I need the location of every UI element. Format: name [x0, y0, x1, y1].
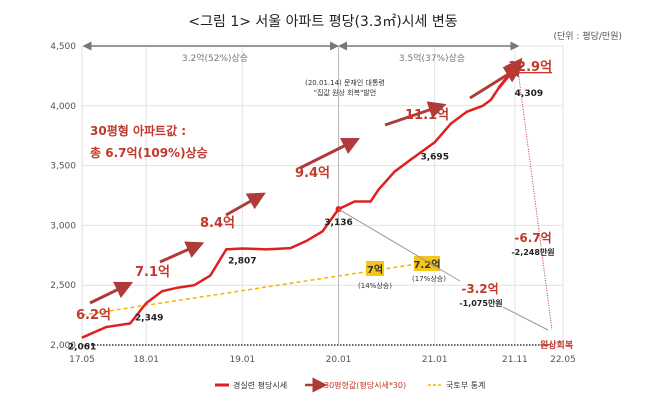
- series-line-price: [81, 68, 516, 339]
- apt-value-label: 7.1억: [135, 265, 170, 280]
- x-tick-label: 21.11: [502, 355, 528, 365]
- gov-label-box: [366, 261, 384, 276]
- y-tick-label: 4,000: [50, 102, 76, 112]
- legend-label: 30평형값(평당시세*30): [324, 380, 406, 390]
- y-tick-label: 3,500: [50, 162, 76, 172]
- drop-value: -3.2억: [461, 282, 498, 296]
- summary-text: 30평형 아파트값 :: [90, 123, 186, 138]
- drop-won: -2,248만원: [511, 247, 554, 257]
- data-label: 3,136: [324, 218, 352, 228]
- restore-label: 원상회복: [540, 339, 573, 351]
- gov-pct: (14%상승): [358, 281, 392, 290]
- event-note: "집값 원상 회복"발언: [314, 88, 376, 97]
- apt-value-label: 8.4억: [200, 216, 235, 231]
- span-label: 3.2억(52%)상승: [182, 52, 248, 64]
- drop-line-2: [518, 76, 553, 331]
- y-tick-label: 3,000: [50, 221, 76, 231]
- drop-value: -6.7억: [514, 231, 551, 245]
- data-label: 3,695: [420, 152, 448, 162]
- apt-value-arrow: [384, 101, 447, 127]
- apt-value-label: 9.4억: [295, 166, 330, 181]
- unit-label: (단위 : 평당/만원): [554, 31, 623, 42]
- data-label: 4,309: [515, 89, 543, 99]
- drop-line-1b: [502, 306, 549, 331]
- apt-value-label: 6.2억: [76, 308, 111, 323]
- gov-label-box: [414, 256, 440, 271]
- drop-won: -1,075만원: [459, 298, 502, 308]
- data-label: 2,807: [228, 256, 256, 266]
- gov-pct: (17%상승): [412, 274, 446, 283]
- legend-label: 경실련 평당시세: [233, 380, 287, 390]
- y-tick-label: 2,000: [50, 341, 76, 351]
- drop-line-1: [338, 208, 461, 282]
- apt-value-arrow: [469, 65, 523, 100]
- summary-text: 총 6.7억(109%)상승: [90, 145, 208, 160]
- gov-label: 7억: [367, 264, 383, 276]
- event-note: (20.01.14) 문재인 대통령: [305, 78, 385, 87]
- legend-label: 국토부 통계: [446, 380, 485, 390]
- gov-label: 7.2억: [414, 259, 441, 271]
- apt-value-arrow: [225, 192, 266, 217]
- data-label: 2,061: [68, 343, 96, 353]
- x-tick-label: 19.01: [229, 355, 255, 365]
- x-tick-label: 20.01: [326, 355, 352, 365]
- x-tick-label: 17.05: [69, 355, 95, 365]
- data-label: 2,349: [135, 313, 163, 323]
- y-tick-label: 4,500: [50, 42, 76, 52]
- span-label: 3.5억(37%)상승: [399, 52, 465, 64]
- x-tick-label: 18.01: [133, 355, 159, 365]
- y-tick-label: 2,500: [50, 281, 76, 291]
- apt-value-label: 12.9억: [508, 60, 552, 75]
- apt-value-arrow: [299, 137, 361, 170]
- chart-title: <그림 1> 서울 아파트 평당(3.3㎡)시세 변동: [188, 14, 457, 30]
- apt-value-label: 11.1억: [405, 108, 449, 123]
- apt-value-arrow: [89, 281, 134, 305]
- apt-value-arrow: [159, 241, 205, 264]
- x-tick-label: 21.01: [422, 355, 448, 365]
- x-tick-label: 22.05: [550, 355, 576, 365]
